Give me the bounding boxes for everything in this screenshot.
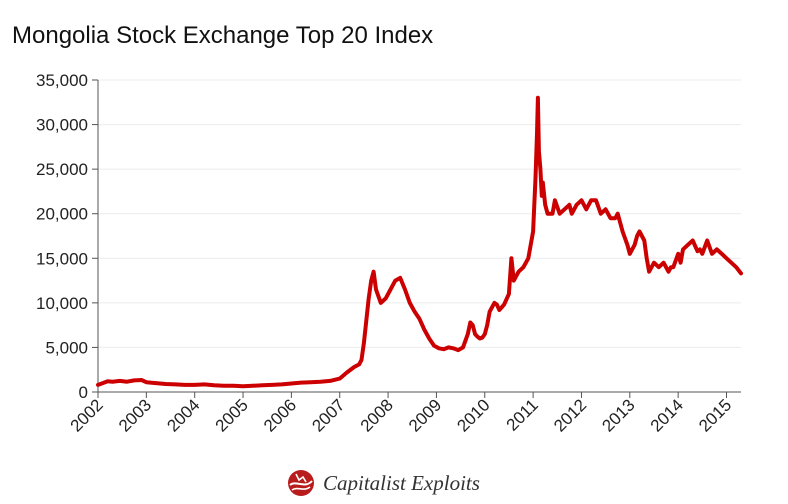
- brand-name: Capitalist Exploits: [323, 470, 480, 495]
- x-tick-label: 2008: [357, 395, 397, 435]
- y-tick-label: 15,000: [36, 249, 88, 268]
- x-tick-label: 2007: [308, 395, 348, 435]
- y-tick-label: 30,000: [36, 116, 88, 135]
- x-tick-label: 2003: [115, 395, 155, 435]
- x-tick-label: 2002: [67, 395, 107, 435]
- series-layer: [96, 95, 743, 389]
- chart-title: Mongolia Stock Exchange Top 20 Index: [12, 22, 434, 49]
- y-tick-label: 35,000: [36, 71, 88, 90]
- x-tick-label: 2009: [405, 395, 445, 435]
- x-tick-label: 2006: [260, 395, 300, 435]
- y-tick-label: 0: [79, 383, 88, 402]
- brand-footer: Capitalist Exploits: [287, 468, 480, 498]
- x-tick-label: 2005: [212, 395, 252, 435]
- y-tick-label: 20,000: [36, 205, 88, 224]
- x-tick-label: 2004: [163, 395, 203, 435]
- y-tick-label: 25,000: [36, 160, 88, 179]
- x-tick-label: 2014: [647, 395, 687, 435]
- grid-lines: [98, 79, 741, 348]
- x-tick-label: 2011: [503, 395, 542, 434]
- x-tick-label: 2010: [453, 395, 493, 435]
- x-tick-label: 2013: [598, 395, 638, 435]
- axes: [97, 80, 741, 393]
- x-tick-label: 2015: [695, 395, 735, 435]
- x-axis-ticks: 2002 2003 2004 2005 2006 2007 2008 2009 2010 2011…: [67, 392, 735, 436]
- y-axis-ticks: 0 5,000 10,000 15,000 20,000 25,000 30,000 35,0…: [36, 71, 98, 402]
- x-tick-label: 2012: [550, 395, 590, 435]
- series-line: [96, 95, 743, 389]
- globe-logo-icon: [288, 470, 314, 496]
- y-tick-label: 5,000: [45, 338, 88, 357]
- y-tick-label: 10,000: [36, 294, 88, 313]
